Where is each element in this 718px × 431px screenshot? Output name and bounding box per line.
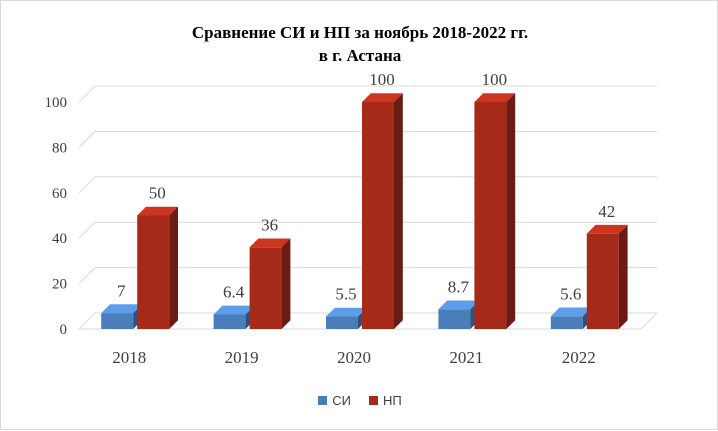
- x-tick-label: 2022: [562, 348, 596, 367]
- bar-si-top: [438, 300, 480, 310]
- bar-np-top: [249, 238, 291, 248]
- bar-si-top: [213, 305, 255, 315]
- bar-si-top: [550, 307, 592, 317]
- bar-np: [362, 102, 394, 329]
- y-tick-label: 20: [52, 277, 67, 293]
- legend-item-si: СИ: [318, 393, 351, 408]
- bar-np: [474, 102, 507, 329]
- chart-title: Сравнение СИ и НП за ноябрь 2018-2022 гг…: [191, 23, 529, 42]
- data-label: 6.4: [223, 283, 245, 302]
- chart-subtitle: в г. Астана: [318, 46, 402, 65]
- x-tick-label: 2020: [337, 348, 371, 367]
- bar-si: [438, 309, 471, 329]
- data-label: 100: [369, 70, 395, 89]
- y-tick-label: 0: [60, 322, 68, 338]
- gridline-diagonal: [78, 221, 96, 239]
- y-tick-label: 100: [45, 95, 68, 111]
- data-label: 7: [117, 281, 126, 300]
- data-label: 36: [261, 215, 278, 234]
- data-label: 5.6: [560, 284, 581, 303]
- bar-np-side: [618, 224, 628, 329]
- bar-np-top: [137, 206, 178, 216]
- legend-label-np: НП: [383, 393, 402, 408]
- bar-np: [249, 247, 282, 329]
- data-label: 8.7: [448, 277, 470, 296]
- x-tick-label: 2021: [449, 348, 483, 367]
- gridline-diagonal: [78, 176, 96, 194]
- gridline-diagonal: [78, 85, 96, 103]
- bar-si: [213, 314, 246, 329]
- bar-np-top: [362, 93, 403, 102]
- bar-si: [101, 313, 134, 329]
- legend: СИ НП: [1, 393, 718, 408]
- x-tick-label: 2019: [225, 348, 259, 367]
- y-tick-label: 60: [52, 186, 67, 202]
- legend-label-si: СИ: [332, 393, 351, 408]
- data-label: 42: [598, 202, 615, 221]
- bar-np-side: [394, 93, 403, 329]
- bar-np: [586, 233, 619, 329]
- bar-si: [550, 316, 583, 329]
- bar-si: [326, 316, 358, 329]
- y-tick-label: 40: [52, 231, 67, 247]
- y-tick-label: 80: [52, 140, 67, 156]
- gridline-diagonal: [78, 267, 96, 284]
- legend-swatch-si: [318, 396, 328, 405]
- legend-item-np: НП: [369, 393, 402, 408]
- bar-si-top: [101, 304, 142, 314]
- bar-si-top: [326, 307, 367, 317]
- data-label: 50: [149, 184, 166, 203]
- floor-edge-right: [640, 312, 658, 330]
- bar-np-side: [506, 93, 516, 329]
- data-label: 100: [482, 70, 508, 89]
- data-label: 5.5: [335, 285, 356, 304]
- bar-np-top: [586, 224, 628, 234]
- gridline-diagonal: [78, 312, 96, 330]
- bar-np: [137, 215, 170, 329]
- bar-np-side: [169, 206, 178, 329]
- bar-np-side: [281, 238, 291, 329]
- bar-np-top: [474, 93, 516, 102]
- x-tick-label: 2018: [112, 348, 146, 367]
- gridline-diagonal: [78, 131, 96, 148]
- legend-swatch-np: [369, 396, 378, 405]
